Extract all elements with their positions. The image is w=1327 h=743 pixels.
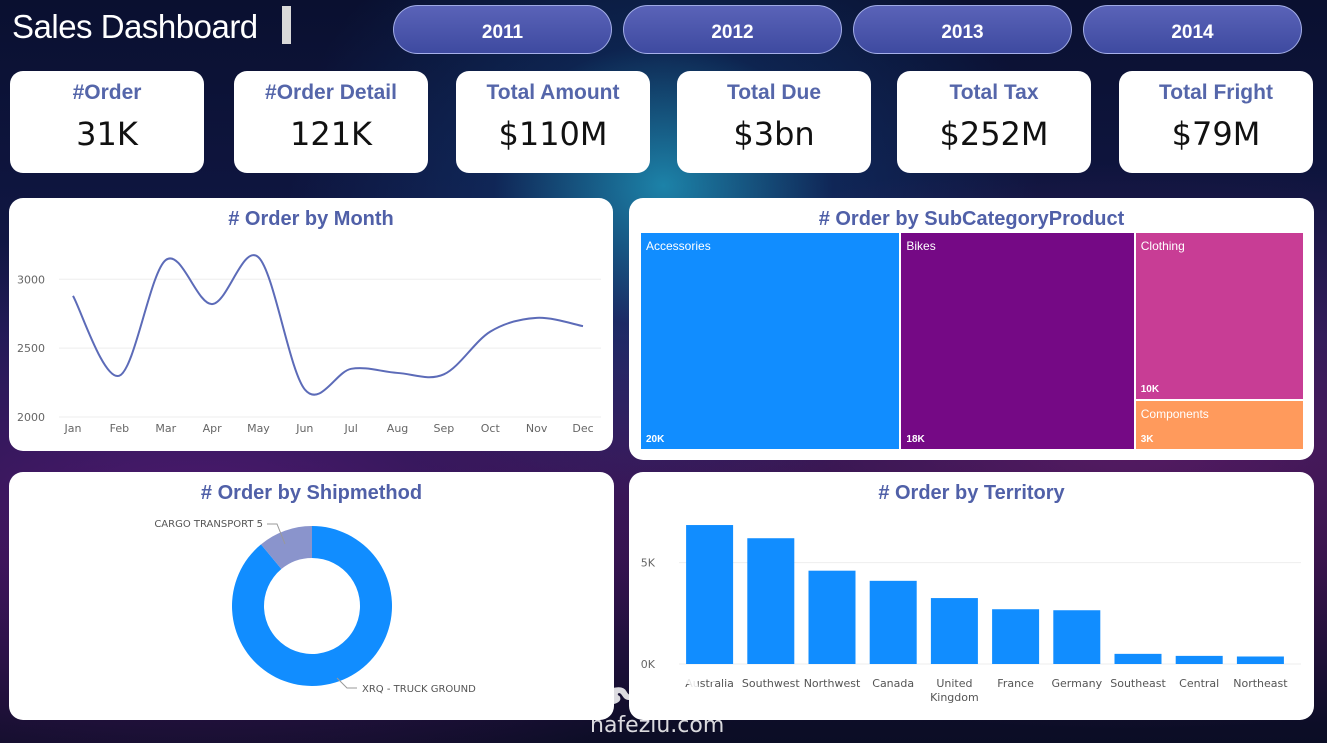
kpi-label: #Order [72,81,142,104]
kpi-label: #Order Detail [265,81,397,104]
kpi-value: 121K [289,115,373,153]
kpi-label: Total Amount [486,81,620,104]
year-button-2012[interactable]: 2012 [623,5,842,54]
page-title: Sales Dashboard [12,8,258,45]
kpi-value: $252M [939,115,1049,153]
treemap-tile-label: Clothing [1140,239,1185,253]
x-tick-label: France [997,677,1034,690]
x-tick-label: Oct [481,422,501,435]
x-tick-label: Northwest [804,677,861,690]
order-by-shipmethod-card: # Order by Shipmethod CARGO TRANSPORT 5 X… [9,472,614,720]
kpi-card-total-amount: Total Amount $110M [456,71,650,173]
treemap-tile-clothing: Clothing 10K [1134,232,1304,400]
x-tick-label: Jul [344,422,358,435]
x-tick-label: Southwest [742,677,800,690]
treemap-tile-components: Components 3K [1134,399,1304,450]
donut-chart: CARGO TRANSPORT 5 XRQ - TRUCK GROUND [154,519,476,695]
chart-title: # Order by SubCategoryProduct [818,208,1125,230]
x-tick-label: Central [1179,677,1219,690]
leader-line [336,677,357,689]
chart-title: # Order by Month [228,208,394,230]
slice-label: XRQ - TRUCK GROUND [362,684,476,695]
treemap-tile-value: 3K [1140,433,1154,445]
kpi-value: $79M [1171,115,1261,153]
bar [869,580,917,664]
kpi-value: 31K [76,115,138,153]
kpi-label: Total Due [726,81,822,104]
y-tick-label: 0K [641,658,656,671]
order-by-month-card: # Order by Month 2000 2500 3000 Jan Feb Mar Ap… [9,198,613,451]
bar [992,609,1040,664]
kpi-card-total-fright: Total Fright $79M [1119,71,1313,173]
treemap-tile-bikes: Bikes 18K [900,232,1135,450]
treemap-tile-accessories: Accessories 20K [640,232,901,450]
treemap: Accessories 20K Bikes 18K Clothing 10K Compone… [640,232,1304,450]
y-tick-label: 2000 [17,411,45,424]
bar [1053,610,1101,664]
donut-slice [261,526,312,570]
leader-line [267,523,286,545]
order-by-territory-card: # Order by Territory 0K 5K Australia Southw… [629,472,1314,720]
chart-title: # Order by Territory [878,482,1065,504]
bar [930,598,978,664]
slice-label: CARGO TRANSPORT 5 [154,519,263,530]
line-chart: 2000 2500 3000 Jan Feb Mar Apr May Jun Jul Aug Sep O… [17,254,601,435]
bar [686,525,734,664]
treemap-tile-label: Bikes [906,239,936,253]
treemap-tile-value: 20K [646,434,665,445]
kpi-card-total-due: Total Due $3bn [677,71,871,173]
x-tick-label: Germany [1052,677,1103,690]
x-tick-label: Australia [685,677,734,690]
x-tick-label: Jan [64,422,82,435]
kpi-value: $3bn [733,115,815,153]
bar [747,538,795,664]
x-tick-label: Feb [110,422,129,435]
bar-chart: 0K 5K Australia Southwest Northwest Canada Uni… [641,525,1301,704]
chart-title: # Order by Shipmethod [200,482,423,504]
y-tick-label: 5K [641,557,656,570]
kpi-value: $110M [498,115,608,153]
bar [808,570,856,664]
watermark-latin: nafezlu.com [590,713,725,738]
x-tick-label: Jun [295,422,313,435]
year-button-2014[interactable]: 2014 [1083,5,1302,54]
kpi-card-order: #Order 31K [10,71,204,173]
x-tick-label: Apr [203,422,223,435]
treemap-tile-label: Accessories [646,239,711,253]
kpi-card-total-tax: Total Tax $252M [897,71,1091,173]
bar [1236,656,1284,664]
x-tick-label: Canada [872,677,914,690]
x-tick-label: May [247,422,270,435]
kpi-label: Total Tax [949,81,1039,104]
order-by-subcategory-card: # Order by SubCategoryProduct Accessorie… [629,198,1314,460]
x-tick-label: Southeast [1110,677,1166,690]
series-line [72,254,584,396]
year-button-2011[interactable]: 2011 [393,5,612,54]
x-tick-label: Mar [155,422,176,435]
x-tick-label: Northeast [1233,677,1288,690]
x-tick-label: Dec [572,422,593,435]
x-tick-label: Aug [387,422,408,435]
x-tick-label: United Kingdom [930,677,979,704]
title-divider [282,6,291,44]
kpi-label: Total Fright [1159,81,1273,104]
treemap-tile-label: Components [1140,406,1209,421]
treemap-tile-value: 10K [1140,383,1160,395]
bar [1114,653,1162,664]
y-tick-label: 3000 [17,273,45,286]
bar [1175,655,1223,664]
year-button-2013[interactable]: 2013 [853,5,1072,54]
donut-slice [232,526,393,686]
x-tick-label: Nov [526,422,548,435]
kpi-card-order-detail: #Order Detail 121K [234,71,428,173]
x-tick-label: Sep [434,422,455,435]
watermark-arabic: نفذلي [585,660,720,711]
treemap-tile-value: 18K [906,434,925,445]
y-tick-label: 2500 [17,342,45,355]
